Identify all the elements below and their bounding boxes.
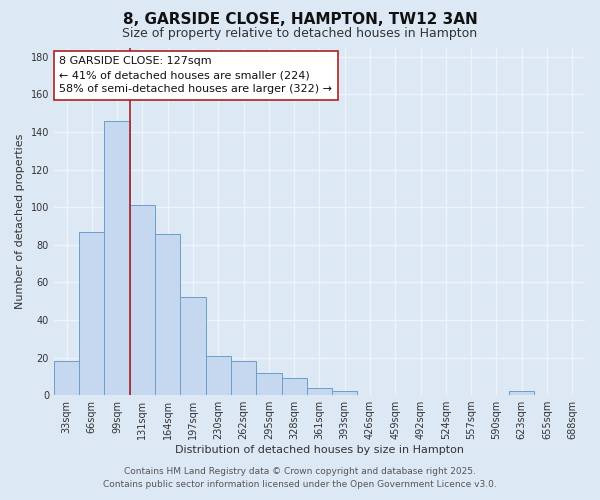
Bar (332, 392, 358, 395)
Bar (104, 121, 130, 395)
Text: Contains HM Land Registry data © Crown copyright and database right 2025.
Contai: Contains HM Land Registry data © Crown c… (103, 467, 497, 489)
Text: 8, GARSIDE CLOSE, HAMPTON, TW12 3AN: 8, GARSIDE CLOSE, HAMPTON, TW12 3AN (122, 12, 478, 28)
Bar (130, 206, 155, 395)
Bar (256, 372, 281, 395)
Bar (206, 356, 231, 395)
Text: Size of property relative to detached houses in Hampton: Size of property relative to detached ho… (122, 28, 478, 40)
Bar (307, 388, 332, 395)
X-axis label: Distribution of detached houses by size in Hampton: Distribution of detached houses by size … (175, 445, 464, 455)
Y-axis label: Number of detached properties: Number of detached properties (15, 134, 25, 309)
Text: 8 GARSIDE CLOSE: 127sqm
← 41% of detached houses are smaller (224)
58% of semi-d: 8 GARSIDE CLOSE: 127sqm ← 41% of detache… (59, 56, 332, 94)
Bar (281, 378, 307, 395)
Bar (79, 232, 104, 395)
Bar (509, 392, 535, 395)
Bar (155, 234, 181, 395)
Bar (54, 362, 79, 395)
Bar (231, 362, 256, 395)
Bar (181, 298, 206, 395)
